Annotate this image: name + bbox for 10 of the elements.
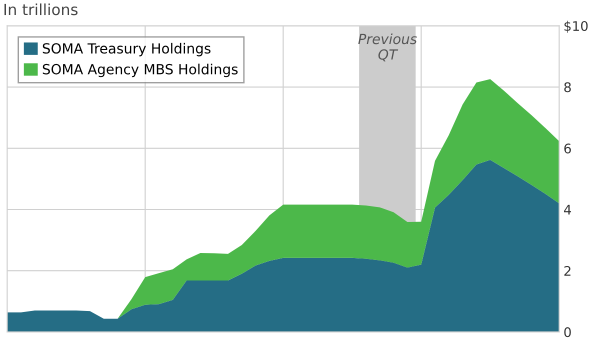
annotation: Previous QT bbox=[358, 33, 417, 62]
y-tick-label: 4 bbox=[564, 204, 572, 215]
y-tick-label: 2 bbox=[564, 266, 570, 276]
legend-label: SOMA Agency MBS Holdings bbox=[42, 64, 238, 78]
y-tick-label: 0 bbox=[564, 327, 571, 338]
y-tick-label: 8 bbox=[564, 82, 571, 92]
y-tick-label: 6 bbox=[564, 143, 571, 154]
legend-label: SOMA Treasury Holdings bbox=[42, 42, 210, 56]
chart-subtitle: In trillions bbox=[4, 3, 78, 16]
y-tick-label: $10 bbox=[564, 20, 588, 33]
